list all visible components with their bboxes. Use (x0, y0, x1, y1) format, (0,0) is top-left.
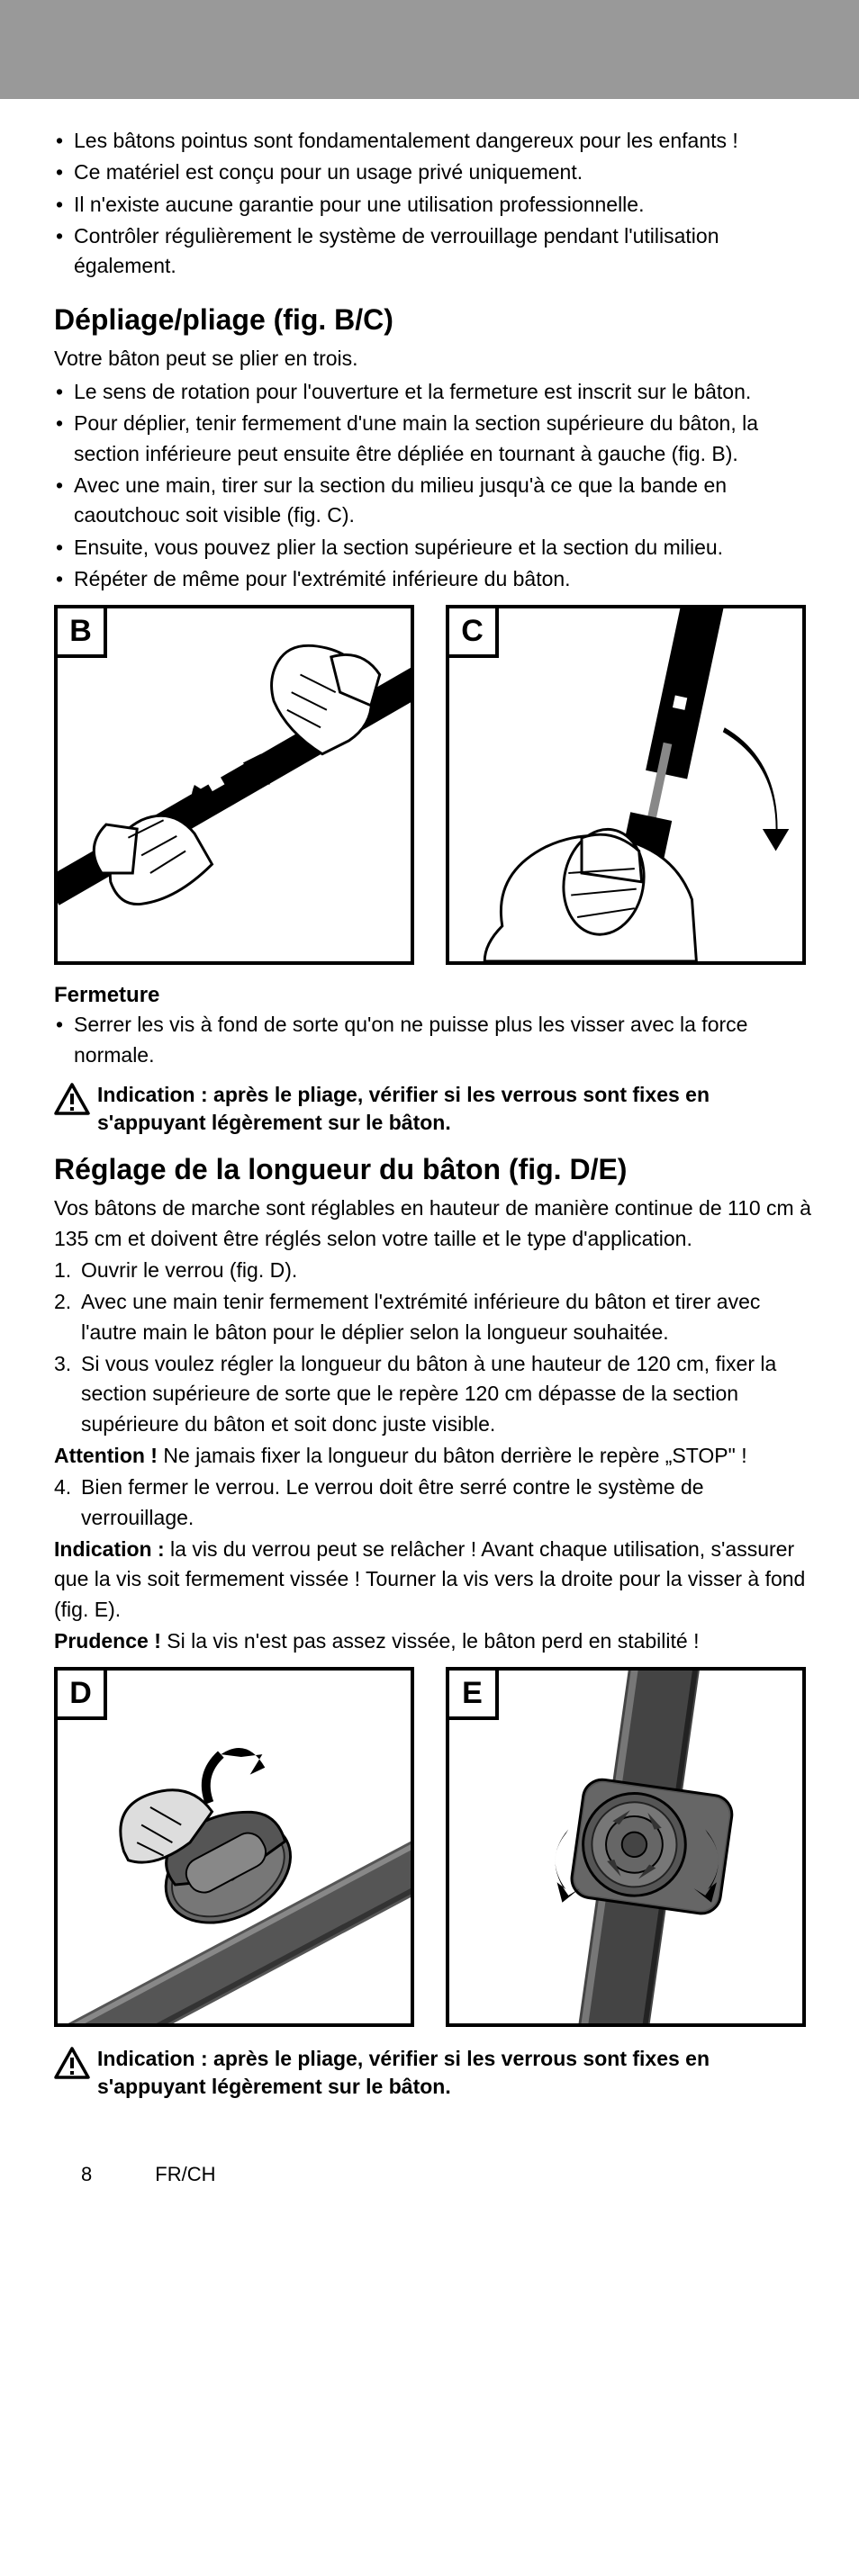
warning-row-2: Indication : après le pliage, vérifier s… (54, 2045, 814, 2101)
page-footer: 8 FR/CH (0, 2136, 859, 2213)
num-item: 4.Bien fermer le verrou. Le verrou doit … (54, 1473, 814, 1533)
warning-text: Indication : après le pliage, vérifier s… (97, 1081, 814, 1137)
figure-c: C (446, 605, 806, 965)
bullet-item: Avec une main, tirer sur la section du m… (54, 471, 814, 531)
header-bar (0, 0, 859, 99)
figure-e: E (446, 1667, 806, 2027)
warning-row-1: Indication : après le pliage, vérifier s… (54, 1081, 814, 1137)
figure-label-c: C (449, 608, 499, 658)
warning-icon (54, 2047, 90, 2079)
warning-text: Indication : après le pliage, vérifier s… (97, 2045, 814, 2101)
bullet-item: Contrôler régulièrement le système de ve… (54, 221, 814, 282)
figure-d-illustration (58, 1671, 411, 2023)
bullet-item: Il n'existe aucune garantie pour une uti… (54, 190, 814, 220)
intro-text: Votre bâton peut se plier en trois. (54, 344, 814, 374)
figure-label-e: E (449, 1671, 499, 1720)
numbered-list: 1.Ouvrir le verrou (fig. D). 2.Avec une … (54, 1256, 814, 1439)
depliage-list: Le sens de rotation pour l'ouverture et … (54, 377, 814, 594)
bullet-item: Serrer les vis à fond de sorte qu'on ne … (54, 1010, 814, 1070)
bullet-item: Les bâtons pointus sont fondamentalement… (54, 126, 814, 156)
page-number: 8 (81, 2163, 92, 2186)
figure-e-illustration (449, 1671, 802, 2023)
top-bullet-list: Les bâtons pointus sont fondamentalement… (54, 126, 814, 282)
intro-text-2: Vos bâtons de marche sont réglables en h… (54, 1193, 814, 1254)
page-content: Les bâtons pointus sont fondamentalement… (0, 99, 859, 2136)
figure-row-de: D E (54, 1667, 814, 2027)
figure-b-illustration (58, 608, 411, 961)
num-item: 3.Si vous voulez régler la longueur du b… (54, 1349, 814, 1439)
bullet-item: Pour déplier, tenir fermement d'une main… (54, 409, 814, 469)
bullet-item: Répéter de même pour l'extrémité inférie… (54, 564, 814, 594)
indication-line: Indication : la vis du verrou peut se re… (54, 1535, 814, 1625)
figure-c-illustration (449, 608, 802, 961)
bullet-item: Ce matériel est conçu pour un usage priv… (54, 158, 814, 187)
fermeture-heading: Fermeture (54, 983, 814, 1008)
heading-reglage: Réglage de la longueur du bâton (fig. D/… (54, 1153, 814, 1186)
figure-d: D (54, 1667, 414, 2027)
bullet-item: Ensuite, vous pouvez plier la section su… (54, 533, 814, 563)
warning-icon (54, 1083, 90, 1115)
page-region: FR/CH (155, 2163, 215, 2186)
fermeture-list: Serrer les vis à fond de sorte qu'on ne … (54, 1010, 814, 1070)
attention-line: Attention ! Ne jamais fixer la longueur … (54, 1441, 814, 1471)
numbered-list-2: 4.Bien fermer le verrou. Le verrou doit … (54, 1473, 814, 1533)
num-item: 2.Avec une main tenir fermement l'extrém… (54, 1287, 814, 1347)
figure-b: B (54, 605, 414, 965)
bullet-item: Le sens de rotation pour l'ouverture et … (54, 377, 814, 407)
heading-depliage: Dépliage/pliage (fig. B/C) (54, 303, 814, 337)
num-item: 1.Ouvrir le verrou (fig. D). (54, 1256, 814, 1285)
figure-label-b: B (58, 608, 107, 658)
prudence-line: Prudence ! Si la vis n'est pas assez vis… (54, 1626, 814, 1656)
figure-label-d: D (58, 1671, 107, 1720)
figure-row-bc: B C (54, 605, 814, 965)
